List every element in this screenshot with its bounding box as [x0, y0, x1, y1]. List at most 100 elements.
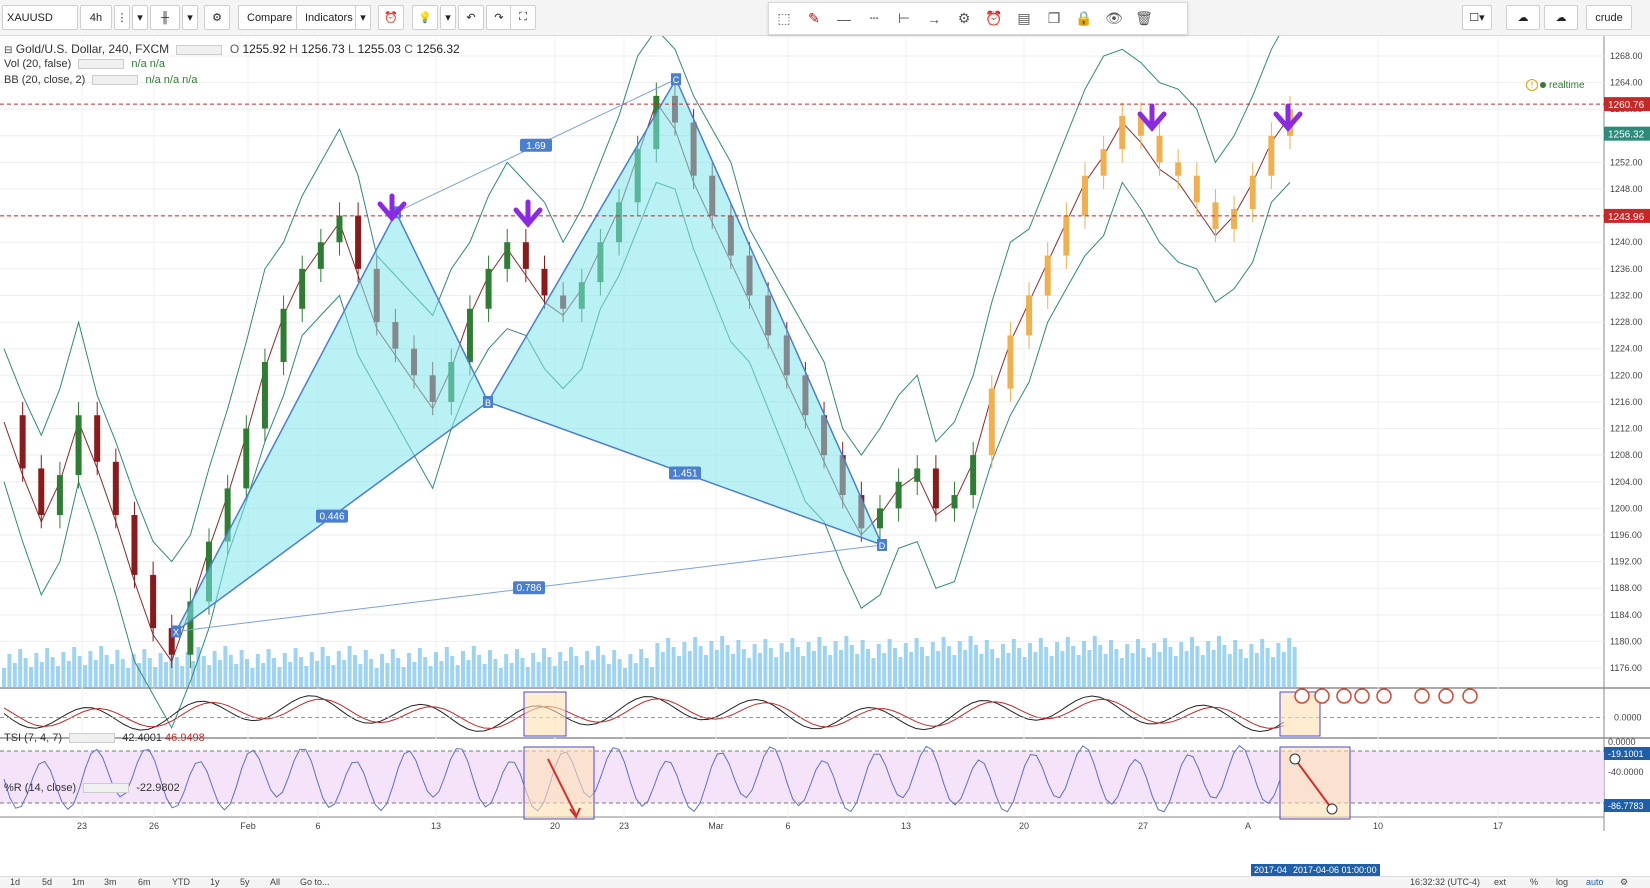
volume-bar — [39, 662, 44, 688]
volume-bar — [1244, 658, 1248, 688]
legend-controls[interactable] — [78, 59, 125, 70]
volume-bar — [153, 667, 158, 688]
legend-controls[interactable] — [69, 733, 116, 744]
lock-icon[interactable]: 🔒 — [1075, 10, 1093, 26]
candle-body — [243, 428, 250, 489]
wr-legend: %R (14, close) -22.9802 — [4, 782, 180, 794]
collapse-icon[interactable]: ⊟ — [4, 45, 13, 56]
cloud-save-icon[interactable]: ☁ — [1544, 5, 1578, 30]
volume-bar — [612, 650, 617, 688]
time-tick-label: 27 — [1138, 821, 1148, 831]
idea-bulb-icon[interactable]: 💡 — [412, 5, 438, 30]
auto-toggle[interactable]: auto — [1586, 877, 1604, 887]
percent-toggle[interactable]: % — [1530, 877, 1539, 887]
candle-body — [988, 388, 995, 456]
legend-controls[interactable] — [176, 44, 223, 55]
layout-icon[interactable]: ☐▾ — [1462, 5, 1492, 30]
candle-body — [168, 628, 175, 655]
range-1y[interactable]: 1y — [210, 877, 220, 887]
pattern-xab-triangle — [175, 210, 489, 633]
legend-controls[interactable] — [92, 75, 139, 86]
clone-icon[interactable]: ❐ — [1047, 10, 1061, 26]
volume-bar — [1055, 642, 1059, 688]
chevron-down-icon[interactable]: ▾ — [182, 5, 198, 30]
volume-bar — [1006, 653, 1011, 688]
line-start-icon[interactable]: ⊢ — [897, 10, 911, 26]
gear-icon[interactable]: ⚙ — [1620, 877, 1629, 887]
range-1m[interactable]: 1m — [72, 877, 85, 887]
alert-add-icon[interactable]: ⏰ — [985, 10, 1003, 26]
volume-bar — [234, 664, 239, 688]
range-1d[interactable]: 1d — [10, 877, 21, 887]
interval-select[interactable]: 4h — [80, 5, 112, 30]
ext-toggle[interactable]: ext — [1494, 877, 1507, 887]
volume-bar — [1119, 658, 1124, 688]
volume-bar — [968, 636, 973, 688]
gear-icon[interactable]: ⚙ — [957, 10, 971, 26]
alert-icon[interactable]: ⏰ — [378, 5, 404, 30]
chart-area[interactable]: 1268.001264.001260.001256.001252.001248.… — [0, 36, 1650, 870]
trash-icon[interactable]: 🗑 — [1135, 10, 1153, 26]
wr-axis-label: -40.0000 — [1608, 767, 1644, 777]
symbol-input[interactable]: XAUUSD — [2, 5, 78, 30]
crosshair-date-tag: 2017-04 — [1251, 864, 1291, 877]
undo-icon[interactable]: ↶ — [458, 5, 484, 30]
candle-body — [1268, 135, 1275, 176]
volume-bar — [126, 668, 131, 688]
layers-icon[interactable]: ▤ — [1017, 10, 1031, 26]
line-solid-icon[interactable]: — — [837, 10, 851, 27]
ratio-badge — [669, 466, 701, 480]
volume-bar — [223, 646, 228, 688]
wr-band — [0, 751, 1604, 803]
volume-bar — [623, 668, 627, 688]
volume-bar — [72, 647, 77, 688]
chart-svg[interactable]: 1268.001264.001260.001256.001252.001248.… — [0, 36, 1650, 870]
volume-bar — [493, 659, 498, 688]
gear-icon[interactable]: ⚙ — [204, 5, 230, 30]
candle-style-icon[interactable]: ╫ — [150, 5, 180, 30]
ohlc-readout: O 1255.92 H 1256.73 L 1255.03 C 1256.32 — [229, 42, 460, 56]
volume-bar — [596, 646, 600, 688]
chevron-down-icon[interactable]: ▾ — [132, 5, 148, 30]
volume-bar — [515, 649, 519, 688]
volume-bar — [201, 656, 206, 688]
wr-axis-tag — [1604, 799, 1650, 812]
eye-icon[interactable]: 👁 — [1105, 10, 1123, 26]
redo-icon[interactable]: ↷ — [486, 5, 512, 30]
range-5y[interactable]: 5y — [240, 877, 250, 887]
interval-menu-icon[interactable]: ⋮ — [114, 5, 130, 30]
chevron-down-icon[interactable]: ▾ — [355, 5, 371, 30]
log-toggle[interactable]: log — [1556, 877, 1569, 887]
volume-bar — [552, 666, 557, 688]
cloud-load-icon[interactable]: ☁ — [1506, 5, 1540, 30]
volume-bar — [61, 652, 66, 688]
fullscreen-icon[interactable]: ⛶ — [510, 5, 536, 30]
goto-date-button[interactable]: Go to... — [300, 877, 330, 887]
volume-bar — [758, 653, 762, 688]
chevron-down-icon[interactable]: ▾ — [440, 5, 456, 30]
price-tick-label: 1204.00 — [1610, 477, 1643, 487]
volume-bar — [212, 651, 217, 688]
pencil-icon[interactable]: ✎ — [808, 10, 820, 26]
volume-bar — [779, 643, 784, 688]
time-tick-label: 6 — [315, 821, 320, 831]
line-dashed-icon[interactable]: ┄ — [869, 10, 879, 26]
volume-bar — [1092, 636, 1097, 688]
legend-controls[interactable] — [83, 783, 130, 794]
event-flag-icon — [1354, 688, 1370, 704]
range-5d[interactable]: 5d — [42, 877, 53, 887]
volume-bar — [774, 657, 779, 688]
range-all[interactable]: All — [270, 877, 281, 887]
volume-bar — [1065, 637, 1070, 688]
range-3m[interactable]: 3m — [104, 877, 117, 887]
warning-icon[interactable]: ! — [1526, 79, 1538, 91]
compare-button[interactable]: Compare — [238, 5, 302, 30]
volume-bar — [326, 656, 330, 688]
select-region-icon[interactable]: ⬚ — [777, 10, 791, 26]
tsi-line — [3, 695, 1285, 733]
range-ytd[interactable]: YTD — [172, 877, 190, 887]
line-arrow-icon[interactable]: → — [927, 10, 941, 27]
candle-body — [224, 488, 231, 542]
range-6m[interactable]: 6m — [138, 877, 151, 887]
layout-name-button[interactable]: crude — [1586, 5, 1632, 30]
